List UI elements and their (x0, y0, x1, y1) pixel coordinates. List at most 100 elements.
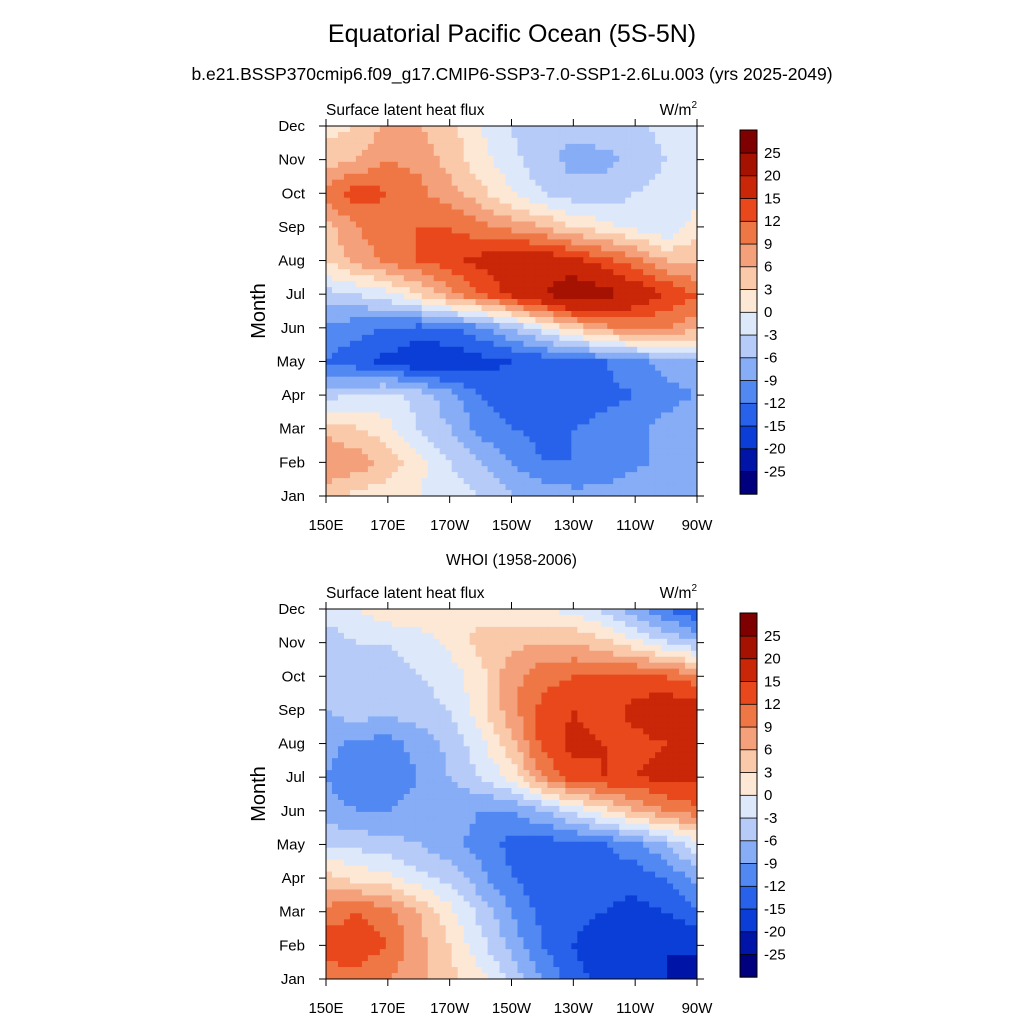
heatmap-cell (463, 239, 471, 246)
heatmap-cell (595, 632, 602, 640)
heatmap-cell (595, 668, 602, 676)
heatmap-cell (415, 311, 423, 318)
y-tick-label: Jul (286, 286, 305, 303)
heatmap-cell (565, 322, 572, 330)
heatmap-cell (589, 632, 596, 640)
heatmap-cell (523, 227, 531, 235)
heatmap-cell (361, 382, 369, 390)
heatmap-cell (673, 448, 680, 455)
heatmap-cell (571, 197, 578, 205)
heatmap-cell (361, 424, 369, 431)
heatmap-cell (469, 239, 477, 246)
heatmap-cell (421, 680, 429, 688)
heatmap-cell (487, 328, 495, 336)
heatmap-cell (475, 632, 483, 640)
heatmap-cell (475, 161, 483, 169)
heatmap-cell (667, 704, 674, 712)
heatmap-cell (415, 287, 423, 294)
heatmap-cell (499, 322, 507, 330)
heatmap-cell (415, 668, 423, 676)
heatmap-cell (559, 638, 566, 646)
heatmap-cell (529, 698, 537, 706)
heatmap-cell (361, 418, 369, 425)
heatmap-cell (637, 245, 644, 252)
heatmap-cell (661, 239, 668, 246)
heatmap-cell (565, 638, 572, 646)
heatmap-cell (343, 704, 351, 712)
heatmap-cell (613, 161, 620, 169)
heatmap-cell (691, 257, 697, 264)
heatmap-cell (511, 614, 519, 622)
heatmap-cell (397, 328, 405, 336)
heatmap-cell (439, 126, 447, 133)
heatmap-cell (469, 340, 477, 348)
heatmap-cell (583, 227, 590, 235)
heatmap-cell (326, 686, 333, 694)
heatmap-cell (601, 215, 608, 223)
heatmap-cell (439, 454, 447, 461)
heatmap-cell (523, 448, 531, 455)
heatmap-cell (631, 167, 638, 175)
heatmap-cell (643, 412, 650, 420)
heatmap-cell (667, 698, 674, 706)
heatmap-cell (649, 490, 656, 496)
heatmap-cell (571, 179, 578, 187)
heatmap-cell (421, 358, 429, 366)
heatmap-cell (379, 275, 387, 282)
heatmap-cell (625, 316, 632, 324)
heatmap-cell (397, 704, 405, 712)
heatmap-cell (433, 281, 441, 288)
heatmap-cell (463, 686, 471, 694)
heatmap-cell (571, 680, 578, 688)
heatmap-cell (427, 406, 435, 414)
heatmap-cell (361, 251, 369, 258)
heatmap-cell (355, 388, 363, 396)
heatmap-cell (517, 281, 525, 288)
heatmap-cell (326, 448, 333, 455)
heatmap-cell (391, 126, 399, 133)
heatmap-cell (571, 668, 578, 676)
heatmap-cell (613, 609, 620, 616)
heatmap-cell (529, 203, 537, 211)
heatmap-cell (661, 400, 668, 408)
heatmap-cell (643, 382, 650, 390)
heatmap-cell (523, 704, 531, 712)
heatmap-cell (457, 686, 465, 694)
heatmap-cell (367, 287, 375, 294)
heatmap-cell (451, 215, 459, 223)
heatmap-cell (601, 638, 608, 646)
heatmap-cell (685, 490, 692, 496)
heatmap-cell (421, 650, 429, 658)
heatmap-cell (493, 364, 501, 372)
heatmap-cell (553, 245, 560, 252)
heatmap-cell (445, 155, 453, 163)
heatmap-cell (439, 448, 447, 455)
heatmap-cell (649, 257, 656, 264)
heatmap-cell (541, 328, 548, 336)
heatmap-cell (661, 614, 668, 622)
heatmap-cell (517, 609, 525, 616)
heatmap-cell (457, 340, 465, 348)
heatmap-cell (499, 424, 507, 431)
heatmap-cell (337, 334, 345, 342)
heatmap-cell (385, 299, 393, 306)
heatmap-cell (463, 704, 471, 712)
heatmap-cell (631, 632, 638, 640)
heatmap-cell (535, 382, 543, 390)
heatmap-cell (679, 400, 686, 408)
heatmap-cell (619, 478, 626, 485)
heatmap-cell (691, 662, 697, 670)
heatmap-cell (637, 400, 644, 408)
heatmap-cell (385, 173, 393, 181)
heatmap-cell (326, 161, 333, 169)
heatmap-cell (571, 287, 578, 294)
heatmap-cell (475, 609, 483, 616)
heatmap-cell (601, 364, 608, 372)
heatmap-cell (643, 227, 650, 235)
heatmap-cell (571, 370, 578, 378)
heatmap-cell (326, 179, 333, 187)
heatmap-cell (391, 305, 399, 312)
heatmap-cell (553, 698, 560, 706)
heatmap-cell (427, 644, 435, 652)
heatmap-cell (475, 293, 483, 300)
